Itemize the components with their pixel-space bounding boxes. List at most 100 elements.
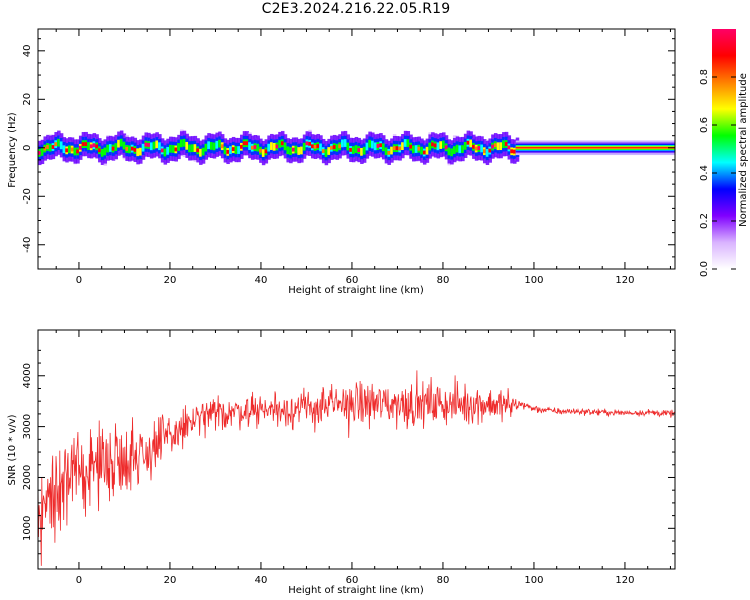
spectrogram-cell <box>100 148 105 157</box>
spectrogram-cell <box>507 145 512 150</box>
spectrogram-frame <box>37 28 676 270</box>
snr-series-line <box>37 370 675 566</box>
snr-background <box>38 330 675 569</box>
spectrogram-cell <box>472 144 476 149</box>
spectrogram-cell <box>278 140 282 148</box>
spectrogram-cell <box>283 142 288 151</box>
spectrogram-cell <box>302 142 307 151</box>
spectrogram-cell <box>488 148 492 153</box>
spectrogram-cell <box>76 149 80 154</box>
spectrogram-cell <box>152 141 157 150</box>
spectrogram-cell <box>270 142 274 150</box>
spectrogram-cell <box>114 143 118 151</box>
spectrogram-cell <box>43 146 47 151</box>
spectrogram-cell <box>229 146 233 155</box>
spectrogram-cell <box>256 143 260 152</box>
spectrogram-cell <box>267 143 271 152</box>
spectrogram-cell <box>458 145 462 154</box>
spectrogram-cell <box>412 145 416 154</box>
spectrogram-cell <box>212 142 217 151</box>
spectrogram-cell <box>452 135 457 139</box>
spectrogram-cell <box>436 142 441 151</box>
spectrogram-cell <box>463 141 468 150</box>
spectrogram-cell <box>319 143 323 152</box>
spectrogram-cell <box>250 145 255 150</box>
spectrogram-cell <box>231 147 236 152</box>
spectrogram-cell <box>54 142 58 147</box>
spectrogram-cell <box>185 141 189 150</box>
spectrogram-cell <box>420 146 424 155</box>
spectrogram-cell <box>122 156 127 160</box>
spectrogram-cell <box>491 144 495 149</box>
spectrogram-cell <box>332 145 337 150</box>
spectrogram-cell <box>338 144 342 149</box>
spectrogram-cell <box>188 144 192 153</box>
spectrogram-cell <box>119 138 124 147</box>
spectrogram-steady-band <box>515 147 675 149</box>
spectrogram-cell <box>193 144 198 152</box>
spectrogram-cell <box>493 143 498 148</box>
spectrogram-x-tick-label: 100 <box>524 275 543 286</box>
chart-title: C2E3.2024.216.22.05.R19 <box>261 1 451 17</box>
spectrogram-cell <box>38 151 42 155</box>
spectrogram-cell <box>242 141 247 146</box>
spectrogram-cell <box>455 144 460 153</box>
spectrogram-cell <box>193 158 198 162</box>
spectrogram-cell <box>414 145 419 153</box>
spectrogram-cell <box>452 146 457 154</box>
spectrogram-cell <box>253 145 258 150</box>
spectrogram-cell <box>177 143 181 151</box>
spectrogram-cell <box>401 142 405 151</box>
spectrogram-cell <box>351 146 356 155</box>
spectrogram-cell <box>308 141 312 146</box>
snr-x-tick-label: 40 <box>255 575 268 586</box>
spectrogram-cell <box>62 145 67 154</box>
snr-frame <box>37 329 676 570</box>
spectrogram-cell <box>474 146 479 151</box>
spectrogram-cell <box>174 147 178 152</box>
spectrogram-cell <box>240 144 244 149</box>
spectrogram-cell <box>499 142 503 151</box>
spectrogram-cell <box>261 149 266 157</box>
spectrogram-cell <box>272 142 277 151</box>
spectrogram-cell <box>341 139 345 148</box>
spectrogram-cell <box>141 143 146 152</box>
snr-y-tick-label: 1000 <box>22 516 33 541</box>
spectrogram-cell <box>444 145 449 150</box>
spectrogram-y-tick-label: 0 <box>22 145 33 151</box>
spectrogram-cell <box>373 142 378 151</box>
spectrogram-cell <box>442 140 446 149</box>
spectrogram-cell <box>291 147 296 152</box>
spectrogram-cell <box>379 143 383 148</box>
spectrogram-cell <box>245 141 249 146</box>
spectrogram-cell <box>226 149 230 154</box>
spectrogram-cell <box>92 143 97 148</box>
spectrogram-cell <box>354 145 359 153</box>
spectrogram-cell <box>207 141 211 150</box>
spectrogram-cell <box>179 139 184 148</box>
spectrogram-cell <box>103 147 108 156</box>
spectrogram-cell <box>223 146 228 155</box>
spectrogram-cell <box>158 142 162 151</box>
spectrogram-cell <box>68 145 72 154</box>
spectrogram-cell <box>510 149 514 154</box>
spectrogram-cell <box>65 148 69 153</box>
spectrogram-figure: 0 20 40 60 80 100 120 40 20 0 -20 -40 0.0 0.2 0.4 0.6 0.… <box>7 28 749 296</box>
spectrogram-cell <box>428 142 432 151</box>
spectrogram-cell <box>392 146 397 151</box>
spectrogram-y-tick-label: 40 <box>22 44 33 57</box>
spectrogram-cell <box>324 149 329 157</box>
snr-x-axis-label: Height of straight line (km) <box>288 585 424 596</box>
colorbar-tick-label: 0.8 <box>699 69 710 85</box>
spectrogram-cell <box>409 144 413 149</box>
spectrogram-cell <box>147 143 151 147</box>
spectrogram-cell <box>300 146 304 155</box>
spectrogram-cell <box>218 139 222 148</box>
spectrogram-cell <box>502 140 506 149</box>
spectrogram-x-tick-label: 60 <box>346 275 359 286</box>
spectrogram-cell <box>368 139 372 148</box>
spectrogram-x-tick-label: 120 <box>615 275 634 286</box>
spectrogram-cell <box>163 148 168 157</box>
spectrogram-cell <box>111 146 116 151</box>
spectrogram-cell <box>381 143 386 152</box>
